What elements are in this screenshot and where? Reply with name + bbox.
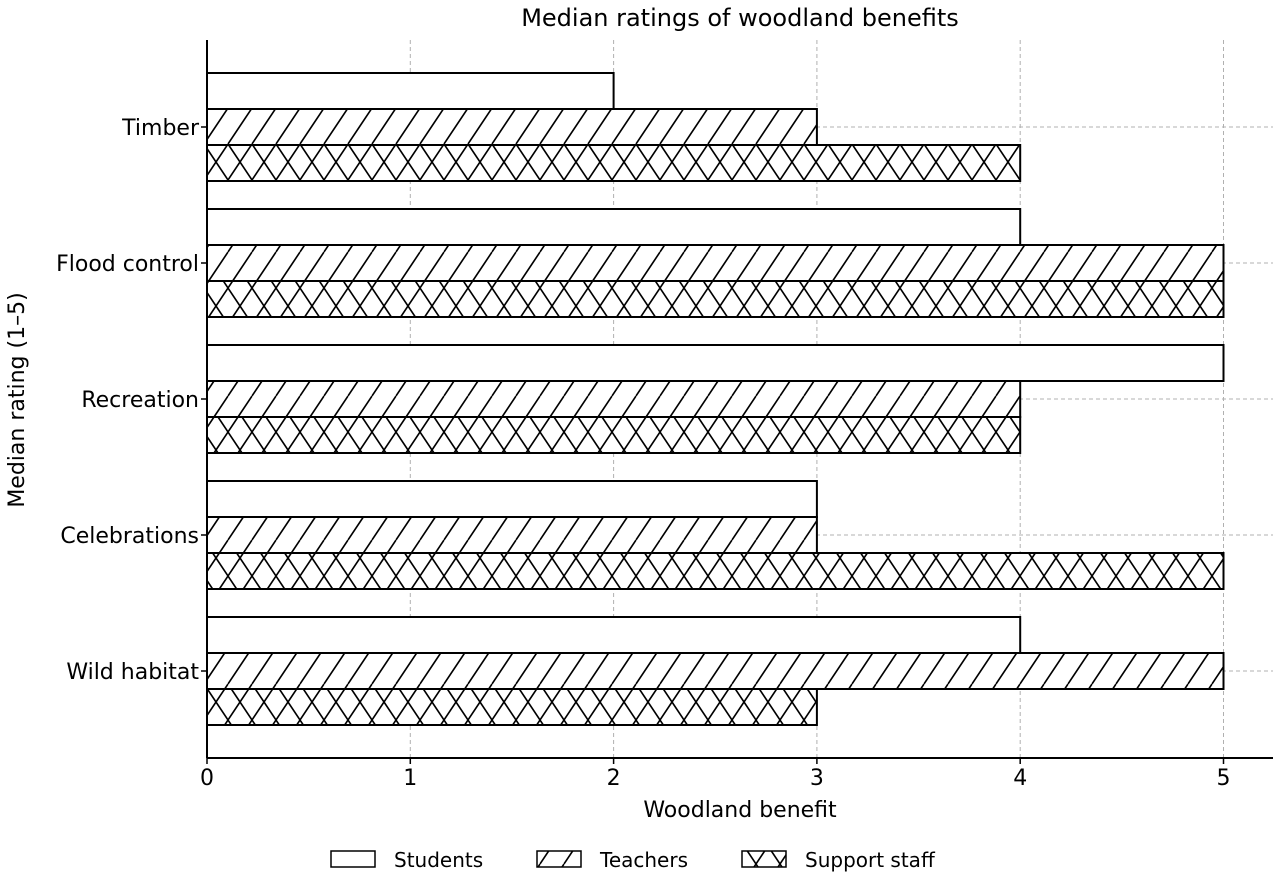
x-tick-labels: 0 1 2 3 4 5	[200, 766, 1231, 791]
bar	[206, 688, 818, 726]
bar	[206, 652, 1225, 690]
legend-swatch	[741, 850, 787, 868]
legend-label: Students	[394, 848, 483, 872]
bar	[206, 616, 1022, 654]
x-tick-label: 3	[810, 766, 824, 791]
legend-label: Support staff	[805, 848, 936, 872]
bar	[206, 208, 1022, 246]
x-tick-label: 0	[200, 766, 214, 791]
bars	[206, 72, 1225, 726]
bar	[206, 280, 1225, 318]
bar	[206, 516, 818, 554]
category-label: Recreation	[81, 388, 199, 413]
bar	[206, 552, 1225, 590]
bar	[206, 244, 1225, 282]
category-label: Flood control	[56, 252, 199, 277]
bar	[206, 344, 1225, 382]
legend-swatch	[536, 850, 582, 868]
legend-swatch	[330, 850, 376, 868]
bar	[206, 144, 1022, 182]
legend-label: Teachers	[599, 848, 688, 872]
x-tick-label: 5	[1217, 766, 1231, 791]
bar	[206, 380, 1022, 418]
category-labels: Timber Flood control Recreation Celebration…	[56, 116, 200, 685]
y-axis-label: Median rating (1–5)	[5, 292, 30, 507]
x-tick-label: 1	[403, 766, 417, 791]
axes	[201, 40, 1273, 764]
bar	[206, 480, 818, 518]
category-label: Wild habitat	[66, 660, 199, 685]
category-label: Celebrations	[60, 524, 199, 549]
x-tick-label: 2	[607, 766, 621, 791]
chart-title: Median ratings of woodland benefits	[521, 4, 959, 32]
legend: Students Teachers Support staff	[330, 848, 936, 872]
bar	[206, 72, 615, 110]
category-label: Timber	[121, 116, 200, 141]
x-axis-label: Woodland benefit	[643, 798, 837, 823]
x-tick-label: 4	[1013, 766, 1027, 791]
bar	[206, 108, 818, 146]
bar	[206, 416, 1022, 454]
